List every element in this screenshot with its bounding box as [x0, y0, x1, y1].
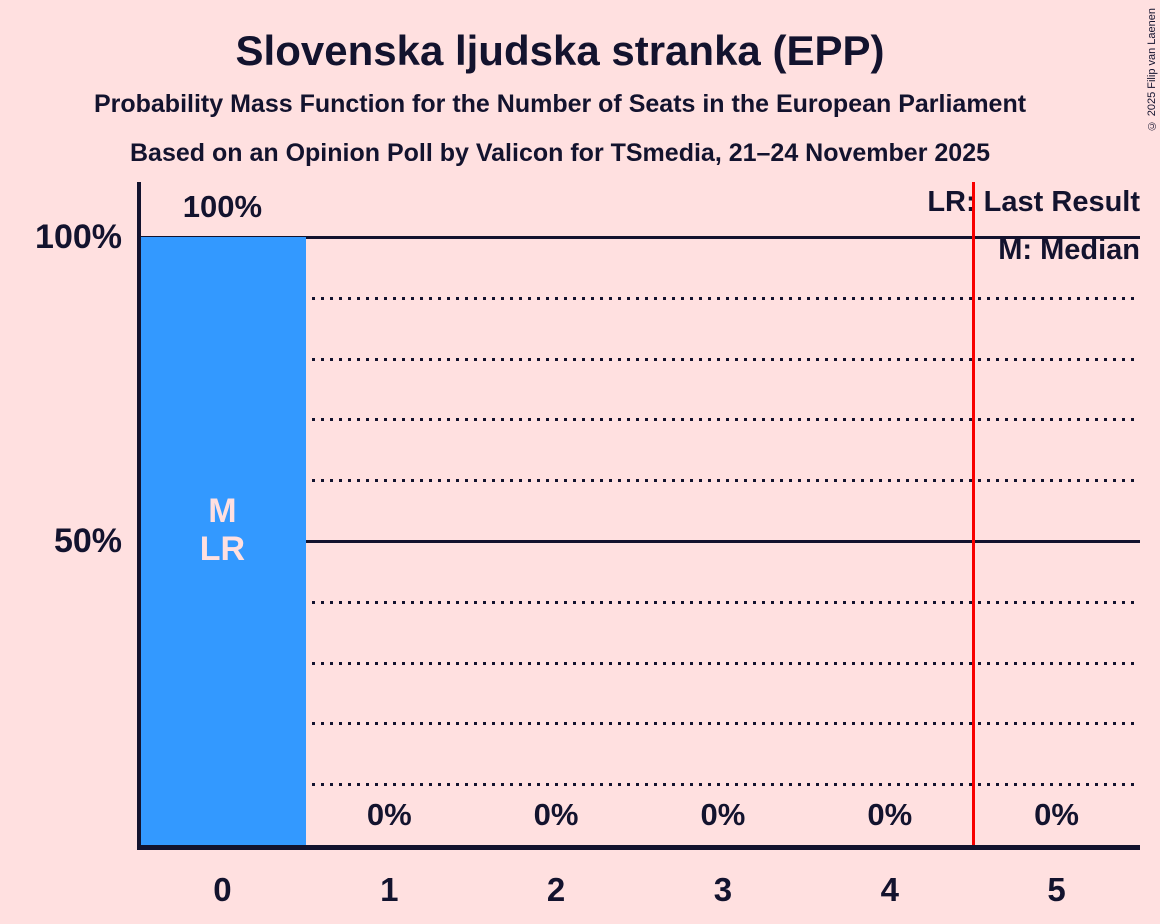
value-label-seat-2: 0% — [533, 797, 579, 832]
median-marker-label: M — [208, 492, 237, 530]
x-tick-label-5: 5 — [1047, 871, 1066, 908]
median-last-result-marker: M LR — [139, 492, 306, 568]
x-tick-label-3: 3 — [713, 871, 733, 908]
gridline-10 — [141, 783, 1140, 787]
gridline-40 — [141, 600, 1140, 604]
value-label-seat-1: 0% — [366, 797, 412, 832]
value-label-seat-3: 0% — [700, 797, 746, 832]
gridline-90 — [141, 296, 1140, 300]
value-label-seat-5: 0% — [1034, 797, 1079, 832]
value-label-seat-0: 100% — [182, 189, 263, 224]
gridline-60 — [141, 479, 1140, 483]
last-result-threshold-line — [971, 182, 975, 845]
last-result-marker-label: LR — [199, 530, 246, 568]
x-axis-line — [137, 845, 1140, 850]
page-title: Slovenska ljudska stranka (EPP) — [235, 27, 885, 74]
chart-subtitle: Probability Mass Function for the Number… — [93, 90, 1027, 118]
chart-source-line: Based on an Opinion Poll by Valicon for … — [130, 139, 990, 167]
x-tick-label-1: 1 — [380, 871, 399, 908]
y-tick-label-50: 50% — [53, 522, 122, 560]
gridline-30 — [141, 661, 1140, 665]
y-axis-line — [137, 182, 141, 850]
y-tick-label-100: 100% — [35, 218, 122, 256]
legend-last-result: LR: Last Result — [927, 186, 1140, 218]
copyright-notice: © 2025 Filip van Laenen — [1146, 8, 1158, 132]
gridline-80 — [141, 357, 1140, 361]
bar-seat-0 — [141, 237, 306, 845]
x-tick-label-0: 0 — [213, 871, 232, 908]
x-tick-label-2: 2 — [546, 871, 566, 908]
gridline-100 — [141, 236, 1140, 239]
gridline-50 — [141, 540, 1140, 543]
value-label-seat-4: 0% — [867, 797, 913, 832]
gridline-70 — [141, 418, 1140, 422]
legend-median: M: Median — [998, 234, 1140, 266]
gridline-20 — [141, 722, 1140, 726]
x-tick-label-4: 4 — [880, 871, 899, 908]
